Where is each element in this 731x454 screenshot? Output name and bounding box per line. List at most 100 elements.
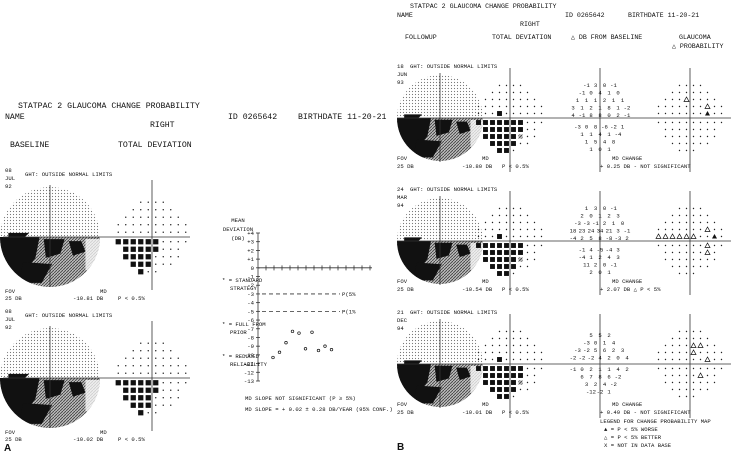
test-date: JUL [5,175,15,182]
header-name: NAME [5,113,25,122]
symbol-dot [706,381,709,384]
symbol-square [145,246,151,252]
symbol-dot [155,404,157,406]
delta-db-value: 1 [589,146,593,153]
symbol-dot [533,251,536,254]
fov-db: 25 DB [397,286,414,293]
symbol-dot [484,105,487,108]
symbol-dot [512,228,515,231]
symbol-dot [147,209,149,211]
delta-db-value: -2 [610,381,617,388]
symbol-dot [713,121,716,124]
symbol-dot [685,149,688,152]
delta-db-value: 8 [594,124,597,131]
symbol-dot [177,231,179,233]
delta-db-value: 8 [598,112,601,119]
symbol-dot [678,112,681,115]
symbol-dot [713,221,716,224]
symbol-square [504,257,509,262]
delta-db-value: -1 [610,205,617,212]
symbol-dot [533,228,536,231]
symbol-dot [155,263,157,265]
symbol-square [483,257,488,262]
symbol-dot [526,105,529,108]
symbol-dot [713,135,716,138]
delta-db-value: 1 [585,139,589,146]
symbol-square [504,127,509,132]
symbol-dot [706,258,709,261]
symbol-dot [155,357,157,359]
symbol-square [153,246,159,252]
symbol-square [497,111,502,116]
symbol-square [497,120,502,125]
symbol-dot [526,228,529,231]
symbol-dot [162,404,164,406]
delta-db-value: -12 [586,388,596,395]
symbol-square [123,387,129,393]
legend-text: LEGEND FOR CHANGE PROBABILITY MAP [600,418,711,425]
symbol-dot [671,112,674,115]
symbol-dot [505,351,508,354]
delta-db-value: 2 [625,366,628,373]
symbol-dot [512,149,515,152]
symbol-dot [692,105,695,108]
symbol-dot [678,98,681,101]
symbol-dot [498,105,501,108]
symbol-dot [512,272,515,275]
symbol-dot [519,337,522,340]
symbol-dot [540,105,543,108]
symbol-dot [519,344,522,347]
md-axis-title: MEAN [231,217,244,224]
delta-db-value: -1 [579,247,586,254]
symbol-dot [140,342,142,344]
delta-db-value: -3 [583,339,590,346]
delta-db-value: 3 [616,213,619,220]
delta-db-value: -1 [570,366,577,373]
symbol-dot [533,344,536,347]
symbol-dot [692,272,695,275]
symbol-dot [155,365,157,367]
symbol-dot [685,374,688,377]
symbol-better [669,233,676,239]
symbol-dot [498,330,501,333]
ght-result: GHT: OUTSIDE NORMAL LIMITS [410,186,498,193]
delta-db-value: -8 [606,235,613,242]
symbol-dot [155,412,157,414]
symbol-dot [162,216,164,218]
symbol-dot [132,365,134,367]
symbol-dot [671,142,674,145]
fov-db: 25 DB [5,295,22,302]
symbol-dot [177,216,179,218]
symbol-dot [706,98,709,101]
header-eye: RIGHT [520,21,540,28]
delta-db-value: -1 [583,82,590,89]
symbol-dot [162,382,164,384]
slope-note: MD SLOPE NOT SIGNIFICANT (P ≥ 5%) [245,395,356,402]
symbol-dot [140,216,142,218]
symbol-dot [713,244,716,247]
scotoma [434,119,453,136]
symbol-dot [498,214,501,217]
symbol-dot [713,128,716,131]
symbol-dot [685,91,688,94]
symbol-dot [678,251,681,254]
symbol-dot [533,351,536,354]
symbol-dot [699,235,702,238]
symbol-square [511,243,516,248]
delta-db-value: -3 [574,220,581,227]
md-p: P < 0.5% [502,409,529,416]
symbol-dot [706,128,709,131]
delta-db-value: 0 [603,262,607,269]
symbol-dot [519,330,522,333]
symbol-dot [533,244,536,247]
symbol-dot [699,330,702,333]
symbol-dot [713,351,716,354]
symbol-square [504,387,509,392]
column-heading: BASELINE [10,141,49,150]
symbol-dot [699,84,702,87]
symbol-dot [706,142,709,145]
symbol-dot [699,265,702,268]
symbol-dot [678,214,681,217]
delta-db-value: 0 [603,205,607,212]
symbol-dot [720,358,723,361]
